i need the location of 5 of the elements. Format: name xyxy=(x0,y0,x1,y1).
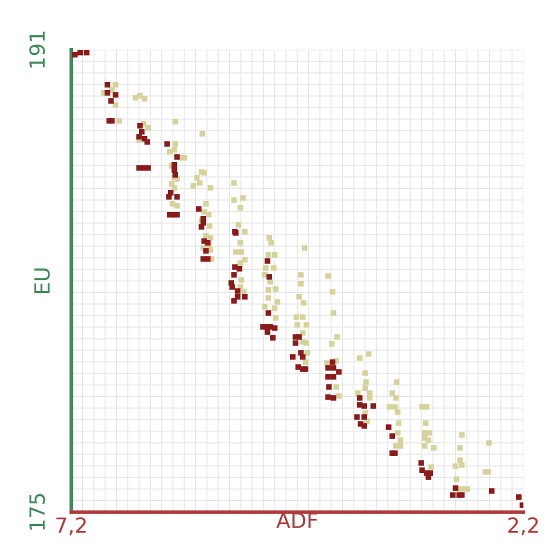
y-tick-label: 191 xyxy=(29,32,45,68)
x-tick-label: 2,2 xyxy=(508,517,538,536)
y-axis-title: EU xyxy=(34,268,50,294)
y-tick-label: 175 xyxy=(29,494,45,530)
x-tick-label: 7,2 xyxy=(56,517,86,536)
